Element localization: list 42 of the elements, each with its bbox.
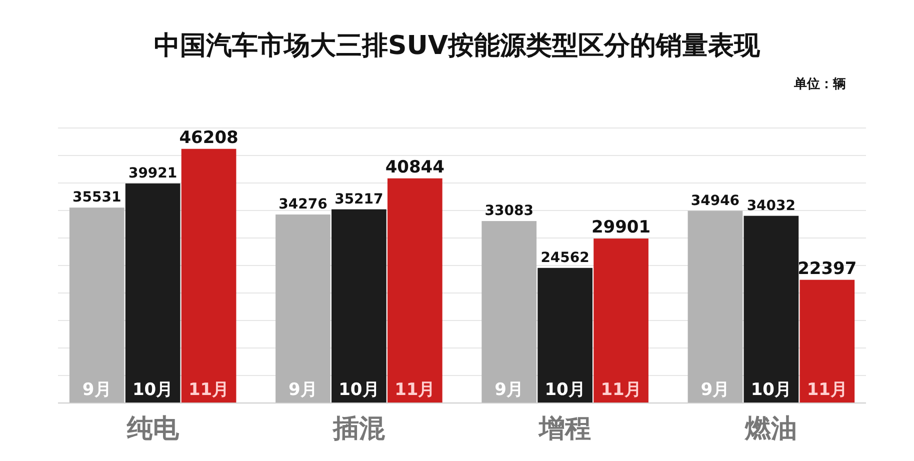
text: 11月 — [394, 380, 436, 400]
data-label: 39921 — [128, 165, 178, 182]
bar — [538, 268, 592, 403]
data-label: 24562 — [540, 250, 590, 266]
x-tick-label: 燃油 — [744, 414, 798, 444]
bar — [744, 216, 799, 403]
text: 10月 — [338, 380, 380, 400]
data-label: 35217 — [334, 191, 384, 208]
x-tick-label: 增程 — [538, 414, 592, 444]
data-label: 40844 — [385, 157, 445, 178]
data-label: 33083 — [484, 203, 534, 220]
text: 9月 — [288, 380, 318, 400]
text: 11月 — [600, 380, 642, 400]
data-label: 29901 — [591, 218, 651, 238]
text: 11月 — [806, 380, 848, 400]
x-tick-label: 纯电 — [126, 414, 180, 444]
bar — [482, 221, 537, 403]
chart-title: 中国汽车市场大三排SUV按能源类型区分的销量表现 — [154, 31, 761, 61]
data-label: 34946 — [690, 192, 740, 209]
text: 10月 — [544, 380, 586, 400]
data-label: 46208 — [179, 128, 238, 148]
text: 单位：辆 — [793, 76, 846, 92]
data-label: 34276 — [278, 196, 328, 212]
x-tick-label: 插混 — [332, 414, 386, 444]
bar — [594, 238, 648, 403]
data-label: 22397 — [798, 258, 857, 279]
bar — [276, 214, 330, 403]
series-label: 10月 — [132, 380, 174, 400]
data-label: 35531 — [72, 190, 122, 206]
series-label: 11月 — [188, 380, 230, 400]
bar — [688, 210, 743, 403]
bar — [332, 209, 386, 403]
series-label: 9月 — [82, 380, 112, 400]
text: 10月 — [750, 380, 792, 400]
bar — [181, 148, 236, 403]
bar — [387, 178, 442, 403]
text: 9月 — [700, 380, 730, 400]
bar — [125, 183, 180, 403]
bar — [69, 208, 124, 403]
text: 9月 — [494, 380, 524, 400]
data-label: 34032 — [746, 198, 796, 214]
bar — [800, 280, 855, 403]
